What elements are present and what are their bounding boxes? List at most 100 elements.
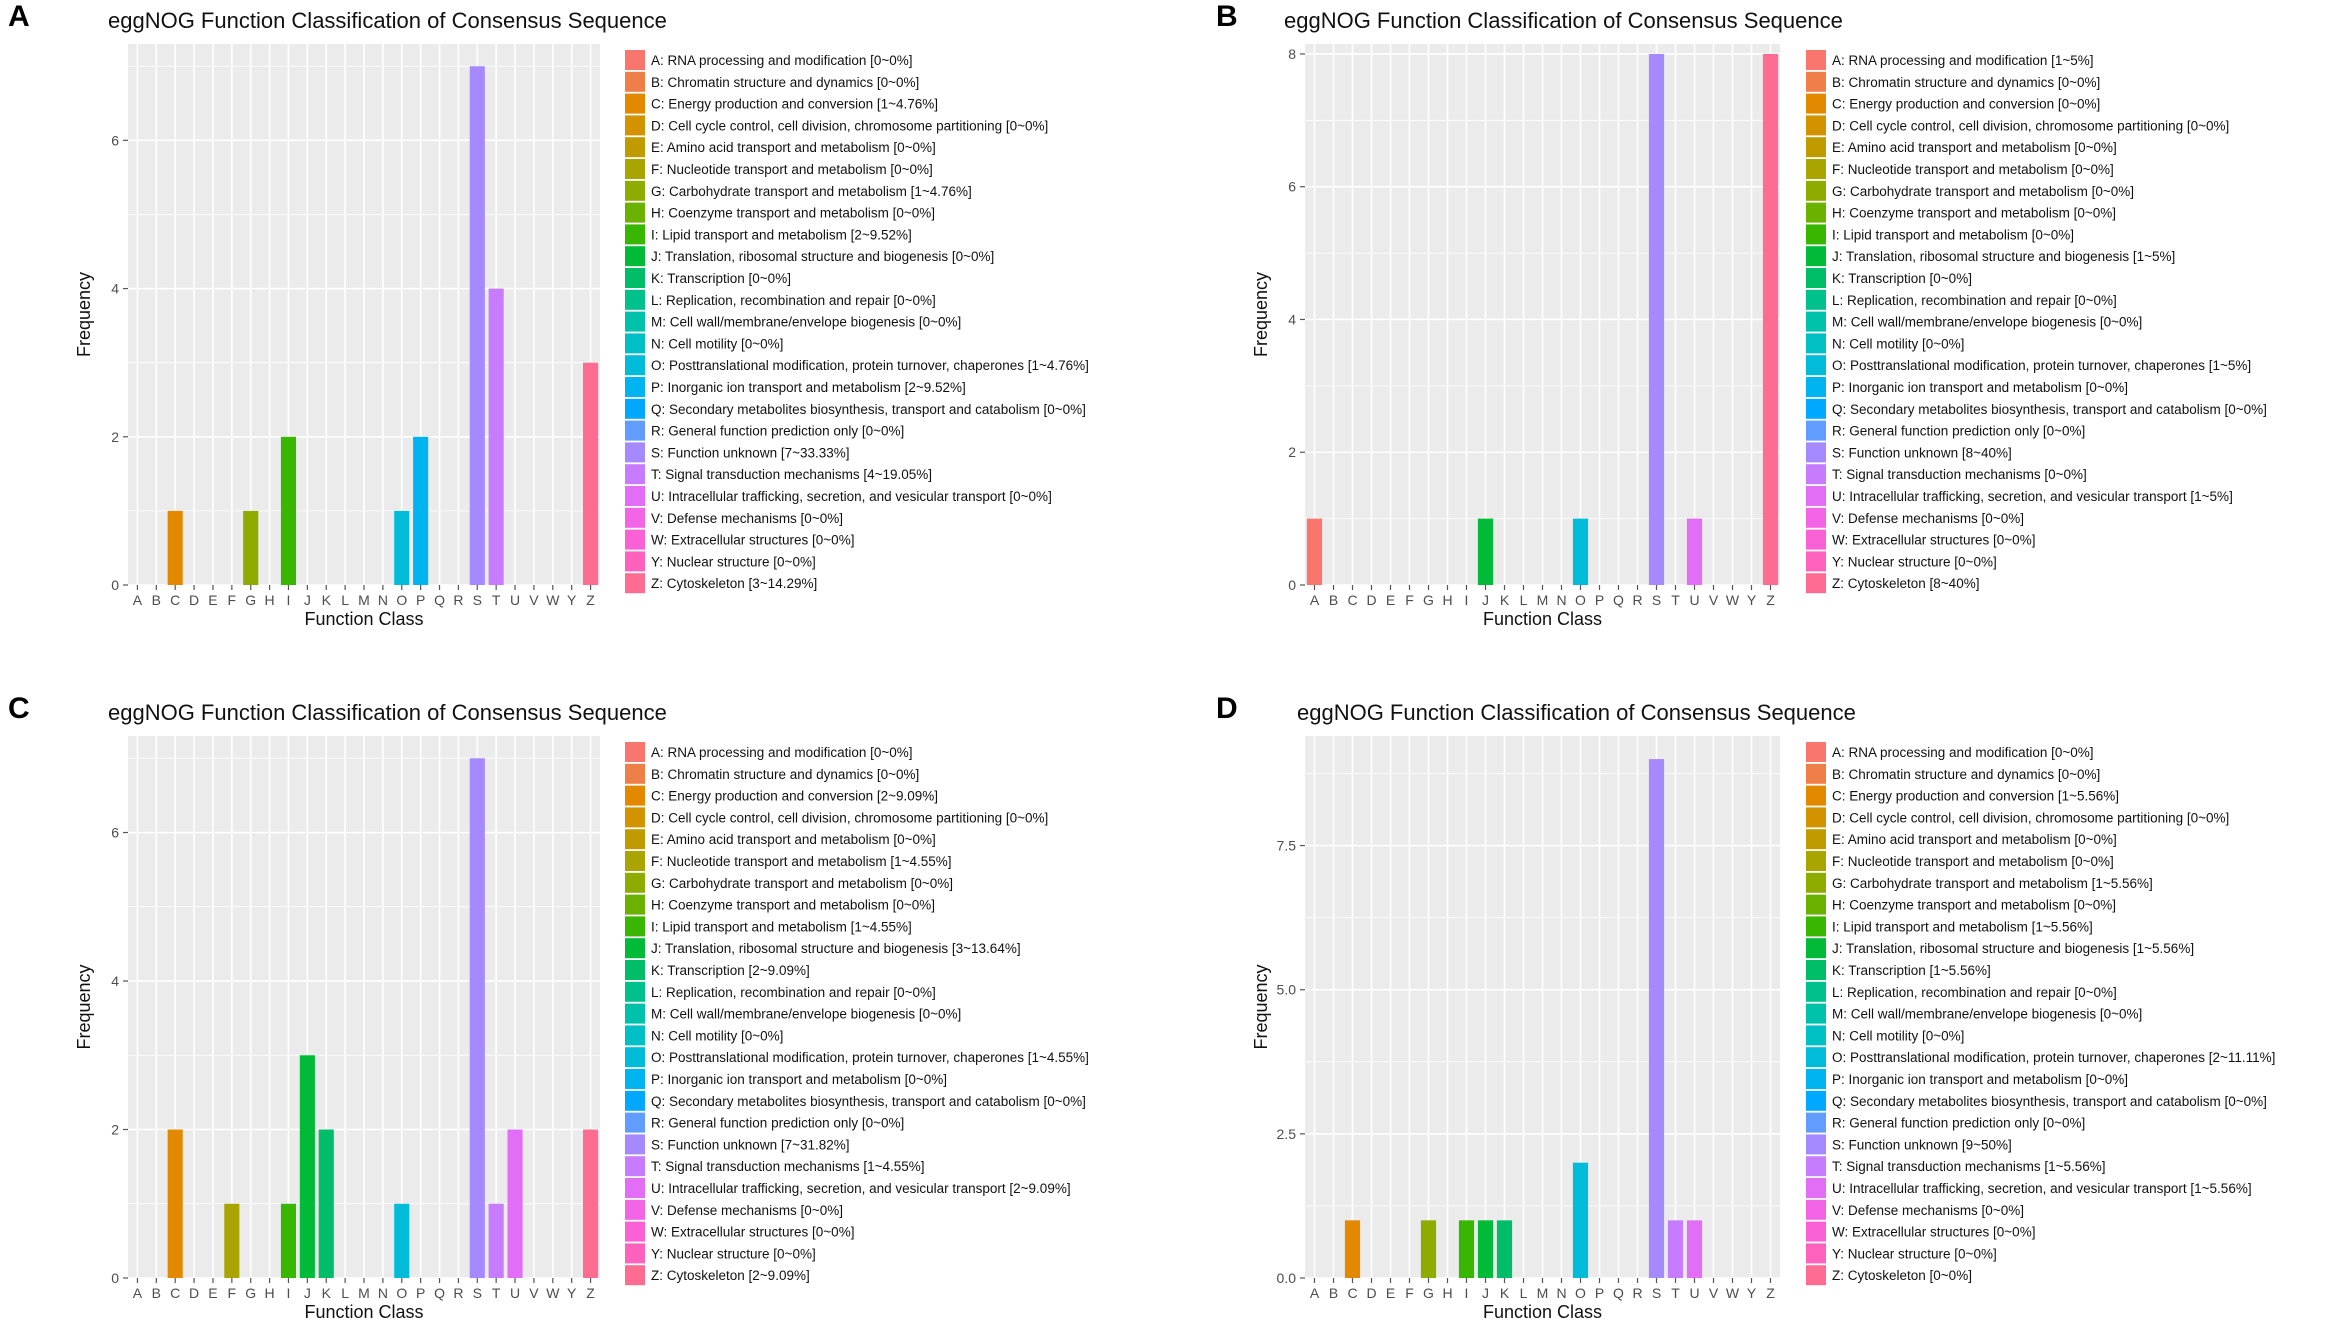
legend-item: S: Function unknown [7~33.33%]: [651, 445, 850, 460]
legend-item: N: Cell motility [0~0%]: [1832, 1028, 1964, 1043]
x-tick-label: C: [170, 1285, 180, 1301]
x-tick-label: R: [453, 592, 463, 608]
bar-o: [394, 510, 410, 585]
legend-key: [625, 785, 645, 806]
legend-key: [1806, 894, 1826, 915]
legend-item: W: Extracellular structures [0~0%]: [651, 1225, 854, 1240]
legend-key: [1806, 268, 1826, 288]
legend-key: [1806, 1178, 1826, 1198]
legend-key: [625, 916, 645, 937]
x-tick-label: N: [1556, 592, 1566, 608]
legend-key: [1806, 464, 1826, 485]
legend-item: C: Energy production and conversion [1~4…: [651, 97, 938, 112]
legend-key: [1806, 1003, 1826, 1024]
legend-item: I: Lipid transport and metabolism [0~0%]: [1832, 227, 2074, 242]
legend-item: H: Coenzyme transport and metabolism [0~…: [1832, 898, 2116, 913]
x-tick-label: Q: [1613, 592, 1624, 608]
legend-item: V: Defense mechanisms [0~0%]: [651, 511, 843, 526]
legend-key: [1806, 742, 1826, 762]
legend-item: U: Intracellular trafficking, secretion,…: [1832, 489, 2233, 504]
bar-k: [1496, 1220, 1513, 1278]
legend-item: C: Energy production and conversion [2~9…: [651, 789, 938, 804]
legend-item: M: Cell wall/membrane/envelope biogenesi…: [651, 1007, 961, 1022]
legend-key: [1806, 115, 1826, 136]
x-tick-label: I: [287, 1285, 291, 1301]
x-tick-label: F: [1405, 592, 1414, 608]
legend-key: [625, 894, 645, 915]
y-tick-label: 2: [1288, 444, 1296, 460]
legend-item: N: Cell motility [0~0%]: [651, 1028, 783, 1043]
x-axis-title: Function Class: [1483, 1302, 1602, 1322]
legend-key: [625, 202, 645, 223]
legend-key: [1806, 1221, 1826, 1242]
x-tick-label: P: [416, 592, 425, 608]
legend-item: K: Transcription [0~0%]: [1832, 271, 1972, 286]
legend-key: [625, 829, 645, 850]
bar-j: [1477, 1220, 1494, 1278]
legend-key: [1806, 50, 1826, 70]
x-tick-label: E: [208, 1285, 217, 1301]
bar-t: [1667, 1220, 1684, 1278]
bar-f: [224, 1203, 240, 1278]
legend-key: [625, 1178, 645, 1198]
chart-title: eggNOG Function Classification of Consen…: [108, 8, 667, 33]
x-tick-label: Z: [586, 592, 595, 608]
panel-label: C: [8, 692, 30, 725]
legend-item: Q: Secondary metabolites biosynthesis, t…: [651, 1094, 1086, 1109]
legend-item: F: Nucleotide transport and metabolism […: [651, 162, 933, 177]
legend-key: [1806, 807, 1826, 828]
x-tick-label: N: [378, 592, 388, 608]
y-tick-label: 0: [1288, 577, 1296, 593]
bar-o: [394, 1203, 410, 1278]
y-tick-label: 5.0: [1277, 982, 1297, 998]
bar-g: [1420, 1220, 1437, 1278]
legend-key: [1806, 420, 1826, 441]
legend-item: P: Inorganic ion transport and metabolis…: [1832, 380, 2128, 395]
x-tick-label: N: [1556, 1285, 1566, 1301]
legend-item: G: Carbohydrate transport and metabolism…: [651, 876, 953, 891]
legend-key: [1806, 137, 1826, 158]
legend-item: N: Cell motility [0~0%]: [1832, 336, 1964, 351]
x-tick-label: O: [1575, 1285, 1586, 1301]
legend-key: [625, 355, 645, 376]
legend-key: [625, 1265, 645, 1286]
x-tick-label: D: [189, 1285, 199, 1301]
bar-i: [280, 1203, 297, 1278]
legend-key: [1806, 1156, 1826, 1177]
bar-i: [280, 436, 297, 585]
x-tick-label: E: [1386, 592, 1395, 608]
legend-key: [1806, 938, 1826, 959]
legend-key: [625, 377, 645, 397]
x-tick-label: I: [287, 592, 291, 608]
legend-item: O: Posttranslational modification, prote…: [1832, 358, 2251, 373]
legend-item: W: Extracellular structures [0~0%]: [1832, 533, 2035, 548]
legend-key: [625, 420, 645, 441]
legend-key: [1806, 573, 1826, 594]
legend-item: Z: Cytoskeleton [2~9.09%]: [651, 1268, 810, 1283]
legend-key: [1806, 246, 1826, 267]
legend-key: [1806, 507, 1826, 528]
legend-item: S: Function unknown [9~50%]: [1832, 1137, 2012, 1152]
legend-key: [625, 851, 645, 871]
x-tick-label: V: [529, 1285, 539, 1301]
y-tick-label: 7.5: [1277, 838, 1297, 854]
legend-key: [1806, 829, 1826, 850]
legend-key: [625, 93, 645, 114]
legend-item: I: Lipid transport and metabolism [1~4.5…: [651, 919, 912, 934]
chart-title: eggNOG Function Classification of Consen…: [1284, 8, 1843, 33]
x-tick-label: D: [189, 592, 199, 608]
legend-key: [625, 573, 645, 594]
legend-key: [1806, 1112, 1826, 1133]
y-tick-label: 2.5: [1277, 1126, 1297, 1142]
x-tick-label: R: [1632, 1285, 1642, 1301]
panel-label: A: [8, 0, 30, 33]
legend-key: [1806, 1199, 1826, 1220]
x-tick-label: U: [510, 592, 520, 608]
legend-item: Y: Nuclear structure [0~0%]: [1832, 554, 1997, 569]
bar-j: [1477, 518, 1494, 585]
x-tick-label: A: [1310, 1285, 1320, 1301]
legend-key: [1806, 355, 1826, 376]
x-tick-label: Q: [434, 1285, 445, 1301]
x-tick-label: M: [1537, 592, 1549, 608]
y-tick-label: 4: [111, 281, 119, 297]
